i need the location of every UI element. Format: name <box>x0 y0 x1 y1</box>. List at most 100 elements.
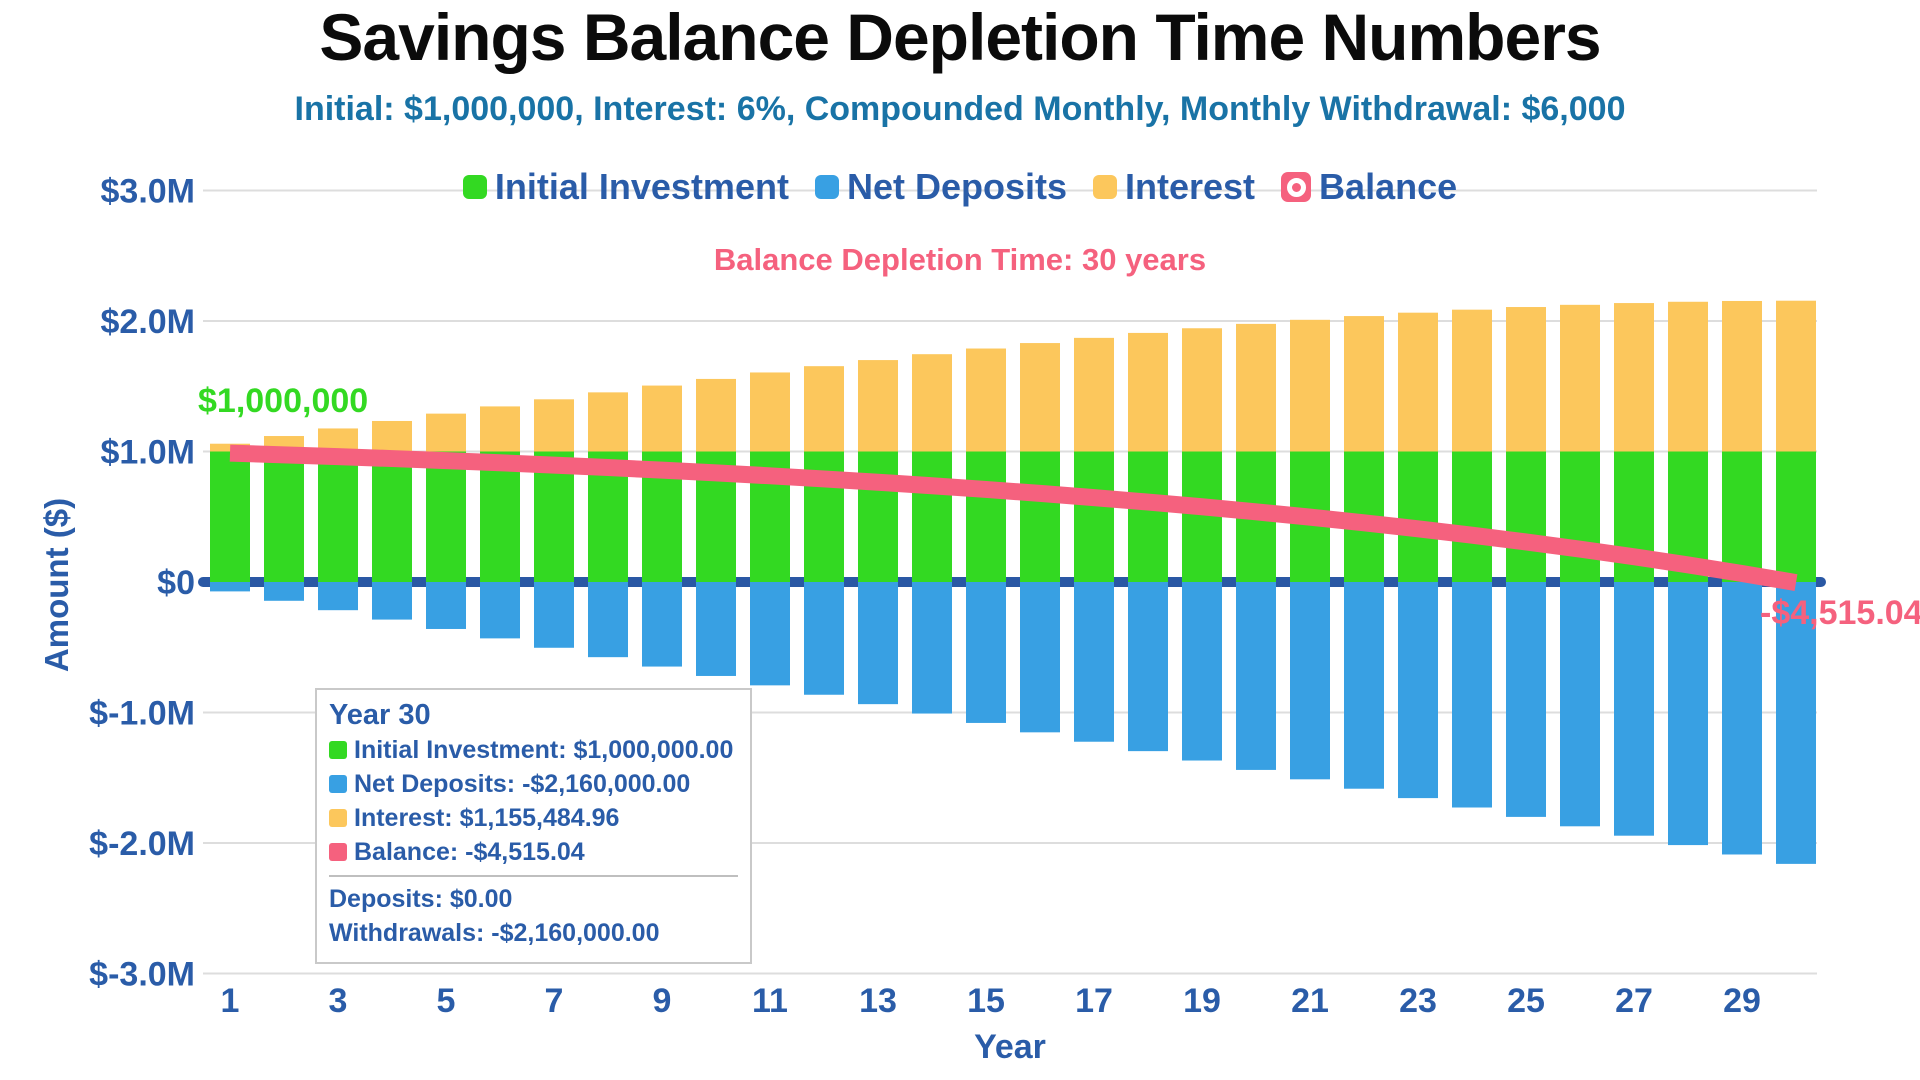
legend-item-balance[interactable]: Balance <box>1281 166 1457 208</box>
tooltip-row-text: Withdrawals: -$2,160,000.00 <box>329 919 660 947</box>
bar-initial-investment-year-30[interactable] <box>1776 451 1816 583</box>
y-axis-title: Amount ($) <box>38 497 75 673</box>
bar-interest-year-5[interactable] <box>426 413 466 452</box>
bar-initial-investment-year-15[interactable] <box>966 451 1006 583</box>
legend-label: Initial Investment <box>494 166 789 207</box>
bar-initial-investment-year-18[interactable] <box>1128 451 1168 583</box>
bar-interest-year-18[interactable] <box>1128 332 1168 452</box>
tooltip-row-text: Interest: $1,155,484.96 <box>354 804 620 832</box>
depletion-time-note: Balance Depletion Time: 30 years <box>713 242 1207 277</box>
bar-net-deposits-year-8[interactable] <box>588 582 628 658</box>
bar-initial-investment-year-23[interactable] <box>1398 451 1438 583</box>
bar-interest-year-10[interactable] <box>696 378 736 452</box>
bar-net-deposits-year-4[interactable] <box>372 582 412 620</box>
bar-initial-investment-year-25[interactable] <box>1506 451 1546 583</box>
bar-net-deposits-year-6[interactable] <box>480 582 520 639</box>
bar-interest-year-27[interactable] <box>1614 303 1654 452</box>
bar-interest-year-21[interactable] <box>1290 319 1330 452</box>
bar-initial-investment-year-14[interactable] <box>912 451 952 583</box>
bar-initial-investment-year-19[interactable] <box>1182 451 1222 583</box>
bar-initial-investment-year-4[interactable] <box>372 451 412 583</box>
bar-initial-investment-year-13[interactable] <box>858 451 898 583</box>
bar-net-deposits-year-1[interactable] <box>210 582 250 592</box>
tooltip-divider <box>329 875 738 877</box>
bar-net-deposits-year-19[interactable] <box>1182 582 1222 761</box>
bar-interest-year-20[interactable] <box>1236 323 1276 452</box>
bar-net-deposits-year-27[interactable] <box>1614 582 1654 836</box>
bar-interest-year-15[interactable] <box>966 348 1006 452</box>
bar-interest-year-7[interactable] <box>534 399 574 452</box>
bar-interest-year-24[interactable] <box>1452 309 1492 452</box>
bar-net-deposits-year-21[interactable] <box>1290 582 1330 780</box>
bar-initial-investment-year-26[interactable] <box>1560 451 1600 583</box>
bar-net-deposits-year-28[interactable] <box>1668 582 1708 846</box>
bar-net-deposits-year-15[interactable] <box>966 582 1006 723</box>
bar-net-deposits-year-3[interactable] <box>318 582 358 611</box>
initial-investment-swatch-icon <box>462 175 487 199</box>
bar-net-deposits-year-20[interactable] <box>1236 582 1276 770</box>
bar-initial-investment-year-17[interactable] <box>1074 451 1114 583</box>
x-tick-label: 9 <box>653 982 672 1020</box>
bar-initial-investment-year-3[interactable] <box>318 451 358 583</box>
bar-net-deposits-year-9[interactable] <box>642 582 682 667</box>
legend-item-net-deposits[interactable]: Net Deposits <box>814 166 1067 208</box>
bar-initial-investment-year-24[interactable] <box>1452 451 1492 583</box>
bar-interest-year-23[interactable] <box>1398 312 1438 452</box>
bar-net-deposits-year-30[interactable] <box>1776 582 1816 864</box>
initial-investment-annotation: $1,000,000 <box>198 382 369 420</box>
bar-interest-year-9[interactable] <box>642 385 682 452</box>
bar-initial-investment-year-6[interactable] <box>480 451 520 583</box>
bar-interest-year-17[interactable] <box>1074 337 1114 452</box>
bar-initial-investment-year-16[interactable] <box>1020 451 1060 583</box>
x-tick-label: 15 <box>967 982 1005 1020</box>
bar-interest-year-3[interactable] <box>318 428 358 452</box>
bar-net-deposits-year-29[interactable] <box>1722 582 1762 855</box>
legend-label: Interest <box>1125 166 1256 207</box>
bar-net-deposits-year-22[interactable] <box>1344 582 1384 789</box>
bar-net-deposits-year-11[interactable] <box>750 582 790 686</box>
bar-net-deposits-year-18[interactable] <box>1128 582 1168 752</box>
bar-net-deposits-year-12[interactable] <box>804 582 844 695</box>
bar-net-deposits-year-14[interactable] <box>912 582 952 714</box>
bar-initial-investment-year-2[interactable] <box>264 451 304 583</box>
bar-net-deposits-year-25[interactable] <box>1506 582 1546 817</box>
bar-interest-year-4[interactable] <box>372 420 412 452</box>
x-tick-label: 25 <box>1507 982 1545 1020</box>
tooltip-row-text: Deposits: $0.00 <box>329 885 513 913</box>
bar-net-deposits-year-17[interactable] <box>1074 582 1114 742</box>
bar-interest-year-13[interactable] <box>858 360 898 452</box>
bar-interest-year-1[interactable] <box>210 443 250 452</box>
bar-net-deposits-year-5[interactable] <box>426 582 466 629</box>
bar-initial-investment-year-5[interactable] <box>426 451 466 583</box>
bar-net-deposits-year-7[interactable] <box>534 582 574 648</box>
bar-net-deposits-year-13[interactable] <box>858 582 898 705</box>
bar-interest-year-8[interactable] <box>588 392 628 452</box>
bar-interest-year-19[interactable] <box>1182 328 1222 452</box>
bar-interest-year-6[interactable] <box>480 406 520 452</box>
bar-net-deposits-year-23[interactable] <box>1398 582 1438 799</box>
bar-interest-year-16[interactable] <box>1020 343 1060 452</box>
bar-initial-investment-year-1[interactable] <box>210 451 250 583</box>
bar-net-deposits-year-24[interactable] <box>1452 582 1492 808</box>
bar-interest-year-28[interactable] <box>1668 301 1708 452</box>
legend-item-interest[interactable]: Interest <box>1093 166 1255 208</box>
bar-net-deposits-year-16[interactable] <box>1020 582 1060 733</box>
y-tick-label: $-3.0M <box>89 956 195 994</box>
bar-net-deposits-year-2[interactable] <box>264 582 304 601</box>
bar-initial-investment-year-29[interactable] <box>1722 451 1762 583</box>
legend-item-initial-investment[interactable]: Initial Investment <box>462 166 789 208</box>
x-tick-label: 21 <box>1291 982 1329 1020</box>
bar-interest-year-11[interactable] <box>750 372 790 452</box>
bar-net-deposits-year-10[interactable] <box>696 582 736 676</box>
bar-interest-year-12[interactable] <box>804 366 844 452</box>
bar-interest-year-30[interactable] <box>1776 300 1816 452</box>
balance-line[interactable] <box>229 444 1798 591</box>
bar-interest-year-25[interactable] <box>1506 307 1546 452</box>
bar-interest-year-29[interactable] <box>1722 300 1762 452</box>
tooltip-title: Year 30 <box>329 699 431 731</box>
bar-interest-year-22[interactable] <box>1344 316 1384 452</box>
bar-interest-year-26[interactable] <box>1560 304 1600 452</box>
bar-net-deposits-year-26[interactable] <box>1560 582 1600 827</box>
bar-interest-year-14[interactable] <box>912 354 952 452</box>
